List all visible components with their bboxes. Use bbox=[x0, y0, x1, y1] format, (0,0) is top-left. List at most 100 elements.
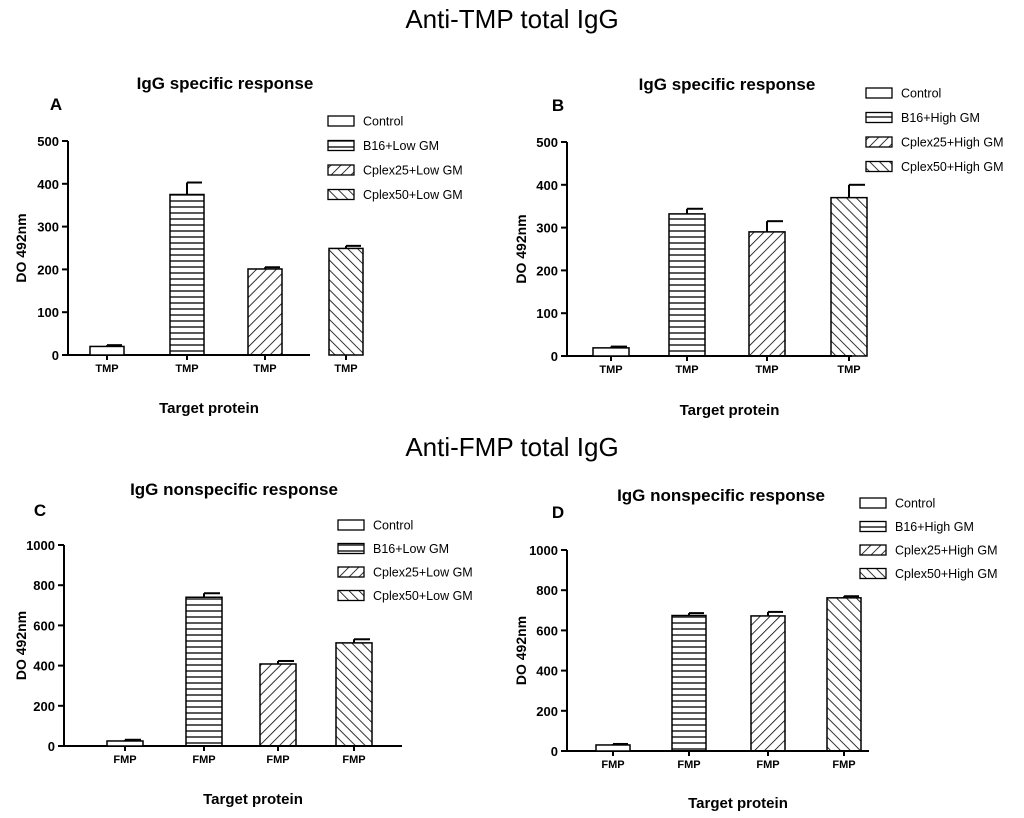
bar bbox=[106, 740, 144, 747]
chart-title: IgG nonspecific response bbox=[130, 480, 338, 499]
chart-panel-a: IgG specific response A 0 100 200 300 400 500 DO… bbox=[13, 74, 463, 417]
y-axis-label: DO 492nm bbox=[13, 611, 29, 680]
y-tick-label: 0 bbox=[52, 348, 59, 363]
x-tick-label: FMP bbox=[113, 754, 136, 766]
y-tick-label: 400 bbox=[37, 177, 59, 192]
bar bbox=[595, 744, 631, 752]
x-axis-label: Target protein bbox=[203, 791, 303, 808]
legend-swatch bbox=[337, 566, 365, 578]
x-tick-label: FMP bbox=[342, 754, 365, 766]
x-tick-label: TMP bbox=[675, 364, 698, 376]
legend-swatch bbox=[337, 589, 365, 602]
x-tick-label: FMP bbox=[677, 759, 700, 771]
bar bbox=[328, 247, 364, 356]
y-tick-label: 0 bbox=[48, 739, 55, 754]
chart-title: IgG specific response bbox=[137, 74, 314, 93]
bar bbox=[185, 596, 223, 747]
bar bbox=[668, 213, 706, 357]
y-axis-label: DO 492nm bbox=[513, 616, 529, 685]
y-tick-label: 400 bbox=[536, 664, 558, 679]
legend-swatch bbox=[337, 519, 365, 531]
x-tick-label: FMP bbox=[756, 759, 779, 771]
x-tick-label: FMP bbox=[601, 759, 624, 771]
legend-label: Cplex25+Low GM bbox=[373, 566, 473, 580]
x-tick-label: TMP bbox=[175, 363, 198, 375]
chart-panel-c: IgG nonspecific response C 0 200 400 600 800 10… bbox=[13, 480, 473, 808]
legend-swatch bbox=[859, 497, 887, 509]
bar bbox=[592, 347, 630, 357]
legend-label: Control bbox=[895, 497, 935, 511]
legend-label: Control bbox=[373, 519, 413, 533]
y-tick-label: 600 bbox=[536, 623, 558, 638]
y-tick-label: 400 bbox=[536, 178, 558, 193]
legend-swatch bbox=[865, 160, 893, 173]
bar bbox=[259, 663, 297, 747]
x-axis-label: Target protein bbox=[680, 402, 780, 419]
legend-label: Cplex25+High GM bbox=[901, 136, 1003, 150]
legend-swatch bbox=[327, 115, 355, 127]
section-title-bottom: Anti-FMP total IgG bbox=[405, 432, 619, 462]
bar bbox=[750, 615, 786, 752]
bar bbox=[89, 345, 125, 356]
section-title-top: Anti-TMP total IgG bbox=[405, 4, 619, 34]
y-tick-label: 300 bbox=[536, 221, 558, 236]
legend-label: Control bbox=[901, 87, 941, 101]
panel-label: D bbox=[552, 503, 564, 522]
bar bbox=[826, 597, 862, 752]
x-tick-label: TMP bbox=[837, 364, 860, 376]
x-tick-label: FMP bbox=[192, 754, 215, 766]
legend-label: B16+High GM bbox=[895, 520, 974, 534]
legend-label: Cplex50+Low GM bbox=[363, 188, 463, 202]
legend-swatch bbox=[865, 87, 893, 99]
y-tick-label: 100 bbox=[37, 305, 59, 320]
bar bbox=[247, 268, 283, 356]
legend-swatch bbox=[327, 188, 355, 201]
legend-label: Cplex50+High GM bbox=[895, 567, 997, 581]
panel-label: C bbox=[34, 501, 46, 520]
chart-title: IgG nonspecific response bbox=[617, 486, 825, 505]
y-tick-label: 1000 bbox=[26, 538, 55, 553]
legend-swatch bbox=[859, 544, 887, 556]
x-tick-label: TMP bbox=[755, 364, 778, 376]
legend-swatch bbox=[865, 136, 893, 148]
x-tick-label: TMP bbox=[599, 364, 622, 376]
y-tick-label: 100 bbox=[536, 306, 558, 321]
y-axis-label: DO 492nm bbox=[513, 214, 529, 283]
y-tick-label: 800 bbox=[536, 583, 558, 598]
legend-label: Control bbox=[363, 115, 403, 129]
legend-label: B16+High GM bbox=[901, 111, 980, 125]
x-tick-label: FMP bbox=[832, 759, 855, 771]
x-tick-label: TMP bbox=[253, 363, 276, 375]
chart-title: IgG specific response bbox=[639, 75, 816, 94]
y-tick-label: 500 bbox=[536, 135, 558, 150]
x-tick-label: FMP bbox=[266, 754, 289, 766]
legend-label: B16+Low GM bbox=[373, 542, 449, 556]
legend-label: Cplex25+High GM bbox=[895, 544, 997, 558]
y-tick-label: 400 bbox=[33, 659, 55, 674]
bar bbox=[671, 614, 707, 752]
panel-label: A bbox=[50, 95, 62, 114]
x-axis-label: Target protein bbox=[159, 400, 259, 417]
y-tick-label: 200 bbox=[33, 699, 55, 714]
y-tick-label: 200 bbox=[37, 262, 59, 277]
x-tick-label: TMP bbox=[334, 363, 357, 375]
y-axis-label: DO 492nm bbox=[13, 213, 29, 282]
y-tick-label: 300 bbox=[37, 220, 59, 235]
y-tick-label: 200 bbox=[536, 263, 558, 278]
legend-swatch bbox=[327, 139, 355, 152]
y-tick-label: 800 bbox=[33, 578, 55, 593]
bar bbox=[830, 196, 868, 357]
legend-label: Cplex25+Low GM bbox=[363, 164, 463, 178]
y-tick-label: 600 bbox=[33, 618, 55, 633]
bar bbox=[748, 231, 786, 357]
y-tick-label: 0 bbox=[551, 744, 558, 759]
legend-swatch bbox=[327, 164, 355, 176]
legend-swatch bbox=[337, 542, 365, 555]
legend-label: Cplex50+High GM bbox=[901, 160, 1003, 174]
legend-label: Cplex50+Low GM bbox=[373, 589, 473, 603]
bar bbox=[335, 642, 373, 747]
legend-swatch bbox=[859, 567, 887, 580]
chart-panel-d: IgG nonspecific response D 0 200 400 600 800 10… bbox=[513, 486, 997, 812]
y-tick-label: 500 bbox=[37, 134, 59, 149]
x-tick-label: TMP bbox=[95, 363, 118, 375]
